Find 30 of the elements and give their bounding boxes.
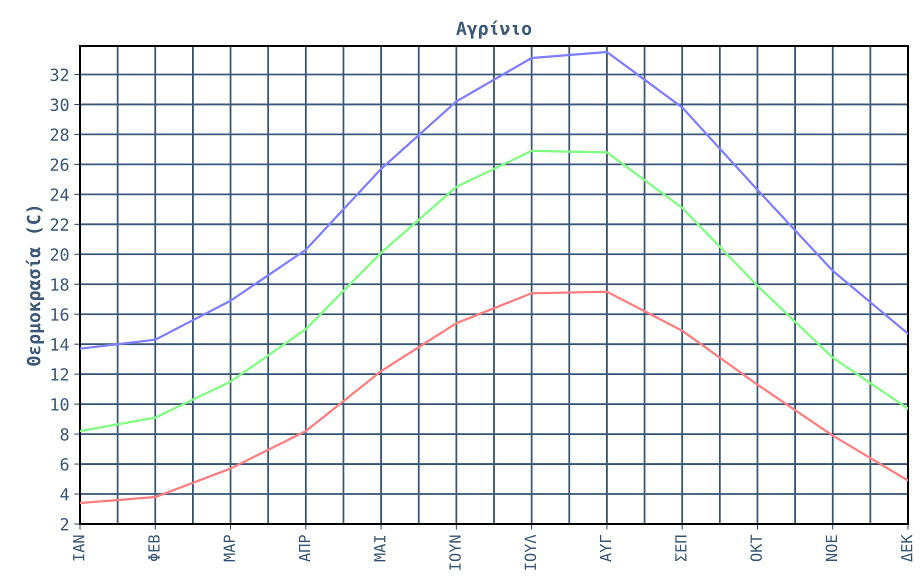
y-tick-label: 16 — [52, 308, 69, 321]
y-tick-label: 2 — [60, 518, 68, 530]
chart-title: Αγρίνιο — [456, 20, 532, 39]
y-tick-label: 30 — [50, 98, 69, 112]
x-tick-label: ΜΑΙ — [374, 536, 386, 562]
x-tick-label: ΙΟΥΛ — [524, 534, 536, 570]
x-tick-label: ΣΕΠ — [675, 535, 686, 562]
y-tick-label: 26 — [50, 158, 69, 171]
x-tick-label: ΟΚΤ — [750, 534, 762, 562]
x-tick-label: ΑΠΡ — [298, 535, 310, 562]
y-tick-label: 24 — [50, 188, 69, 201]
y-tick-label: 32 — [50, 68, 68, 82]
x-tick-label: ΦΕΒ — [148, 535, 160, 562]
x-tick-label: ΙΟΥΝ — [449, 535, 461, 570]
x-tick-label: ΝΟΕ — [826, 535, 838, 561]
y-tick-label: 4 — [60, 488, 69, 500]
x-tick-label: ΔΕΚ — [901, 534, 912, 562]
y-tick-label: 10 — [52, 398, 69, 411]
y-tick-label: 20 — [50, 248, 69, 261]
y-tick-label: 14 — [52, 338, 69, 351]
y-tick-label: 22 — [50, 218, 68, 231]
y-axis-title: Θερμοκρασία (C) — [26, 206, 44, 366]
x-tick-label: ΜΑΡ — [224, 535, 235, 562]
y-tick-label: 18 — [52, 278, 69, 291]
y-tick-label: 12 — [52, 368, 68, 381]
x-tick-label: ΑΥΓ — [600, 535, 612, 562]
x-tick-label: ΙΑΝ — [73, 535, 84, 561]
y-tick-label: 28 — [50, 128, 69, 142]
y-tick-label: 6 — [60, 458, 69, 471]
y-tick-label: 8 — [60, 428, 69, 441]
